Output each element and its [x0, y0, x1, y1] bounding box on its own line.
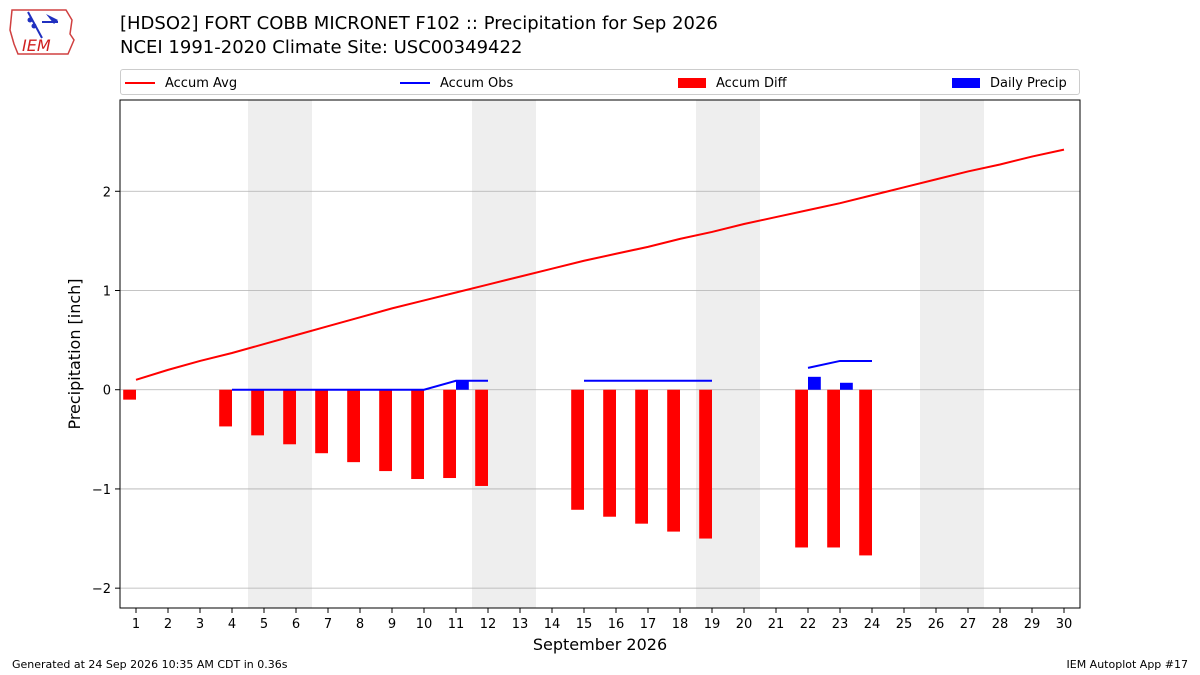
x-tick-label: 2 [164, 617, 172, 632]
x-tick-label: 12 [480, 617, 497, 632]
x-axis-label: September 2026 [533, 635, 667, 654]
weekend-band [248, 100, 312, 608]
x-axis-ticks: 1 2 3 4 5 6 7 8 9 10 11 12 13 14 15 16 17 18 19 20 21 22 23 24 2… [132, 608, 1072, 632]
x-tick-label: 8 [356, 617, 364, 632]
accum-diff-bar [315, 389, 328, 454]
accum-diff-bar [475, 389, 488, 486]
chart-subtitle: NCEI 1991-2020 Climate Site: USC00349422 [120, 37, 523, 58]
legend-item-daily-precip: Daily Precip [952, 74, 1067, 92]
y-axis-label: Precipitation [inch] [65, 278, 84, 429]
accum-avg-line [135, 148, 1065, 381]
x-tick-label: 13 [512, 617, 529, 632]
x-tick-label: 15 [576, 617, 593, 632]
iem-logo: IEM [8, 6, 80, 58]
accum-obs-line [232, 359, 872, 391]
legend-item-accum-avg: Accum Avg [125, 74, 237, 92]
x-tick-label: 25 [896, 617, 913, 632]
x-tick-label: 19 [704, 617, 721, 632]
y-tick-label: 0 [103, 384, 111, 399]
accum-diff-bar [699, 389, 712, 539]
accum-diff-bar [283, 389, 296, 445]
daily-precip-bar [456, 380, 469, 390]
accum-diff-bar [795, 389, 808, 548]
legend-swatch-daily-precip [952, 78, 980, 88]
logo-text: IEM [22, 36, 51, 55]
x-tick-label: 4 [228, 617, 236, 632]
weekend-band [920, 100, 984, 608]
chart-title: [HDSO2] FORT COBB MICRONET F102 :: Preci… [120, 13, 718, 34]
x-tick-label: 5 [260, 617, 268, 632]
legend-label-daily-precip: Daily Precip [990, 75, 1067, 91]
daily-precip-bars [456, 376, 853, 390]
accum-diff-bar [411, 389, 424, 480]
x-tick-label: 28 [992, 617, 1009, 632]
legend-label-accum-diff: Accum Diff [716, 75, 787, 91]
legend: Accum Avg Accum Obs Accum Diff Daily Pre… [120, 69, 1080, 95]
x-tick-label: 9 [388, 617, 396, 632]
accum-diff-bar [347, 389, 360, 463]
plot-frame [119, 99, 1081, 609]
accum-diff-bar [859, 389, 872, 556]
accum-diff-bar [219, 389, 232, 427]
y-tick-label: 1 [103, 285, 111, 300]
x-tick-label: 30 [1056, 617, 1073, 632]
legend-swatch-accum-diff [678, 78, 706, 88]
x-tick-label: 27 [960, 617, 977, 632]
y-tick-label: 2 [103, 185, 111, 200]
y-axis-ticks: −2 −1 0 1 2 [92, 185, 120, 597]
daily-precip-bar [808, 376, 821, 390]
legend-item-accum-diff: Accum Diff [678, 74, 787, 92]
y-tick-label: −2 [92, 582, 111, 597]
x-tick-label: 17 [640, 617, 657, 632]
accum-diff-bar [379, 389, 392, 472]
accum-diff-bar [123, 389, 136, 400]
daily-precip-bar [840, 382, 853, 390]
iem-iowa-logo-icon: IEM [9, 9, 75, 55]
accum-obs-series-line [232, 379, 488, 391]
legend-swatch-accum-obs [400, 82, 430, 84]
accum-diff-bar [571, 389, 584, 510]
x-tick-label: 10 [416, 617, 433, 632]
x-tick-label: 18 [672, 617, 689, 632]
accum-diff-bar [443, 389, 456, 479]
x-tick-label: 26 [928, 617, 945, 632]
x-tick-label: 6 [292, 617, 300, 632]
x-tick-label: 23 [832, 617, 849, 632]
accum-diff-bars [123, 389, 872, 556]
accum-avg-series-line [135, 148, 1065, 381]
accum-obs-series-line [807, 359, 872, 369]
legend-label-accum-obs: Accum Obs [440, 75, 514, 91]
x-tick-label: 14 [544, 617, 561, 632]
x-tick-label: 7 [324, 617, 332, 632]
accum-diff-bar [635, 389, 648, 524]
footer-app: IEM Autoplot App #17 [1066, 658, 1189, 671]
weekend-shading [248, 100, 984, 608]
accum-diff-bar [251, 389, 264, 436]
accum-diff-bar [827, 389, 840, 548]
legend-label-accum-avg: Accum Avg [165, 75, 238, 91]
x-tick-label: 1 [132, 617, 140, 632]
x-tick-label: 16 [608, 617, 625, 632]
x-tick-label: 29 [1024, 617, 1041, 632]
x-tick-label: 22 [800, 617, 817, 632]
y-tick-label: −1 [92, 483, 111, 498]
x-tick-label: 21 [768, 617, 785, 632]
legend-swatch-accum-avg [125, 82, 155, 84]
footer-generated: Generated at 24 Sep 2026 10:35 AM CDT in… [12, 658, 288, 671]
x-tick-label: 3 [196, 617, 204, 632]
accum-diff-bar [667, 389, 680, 532]
weekend-band [472, 100, 536, 608]
x-tick-label: 20 [736, 617, 753, 632]
x-tick-label: 24 [864, 617, 881, 632]
legend-item-accum-obs: Accum Obs [400, 74, 513, 92]
x-tick-label: 11 [448, 617, 465, 632]
accum-diff-bar [603, 389, 616, 517]
